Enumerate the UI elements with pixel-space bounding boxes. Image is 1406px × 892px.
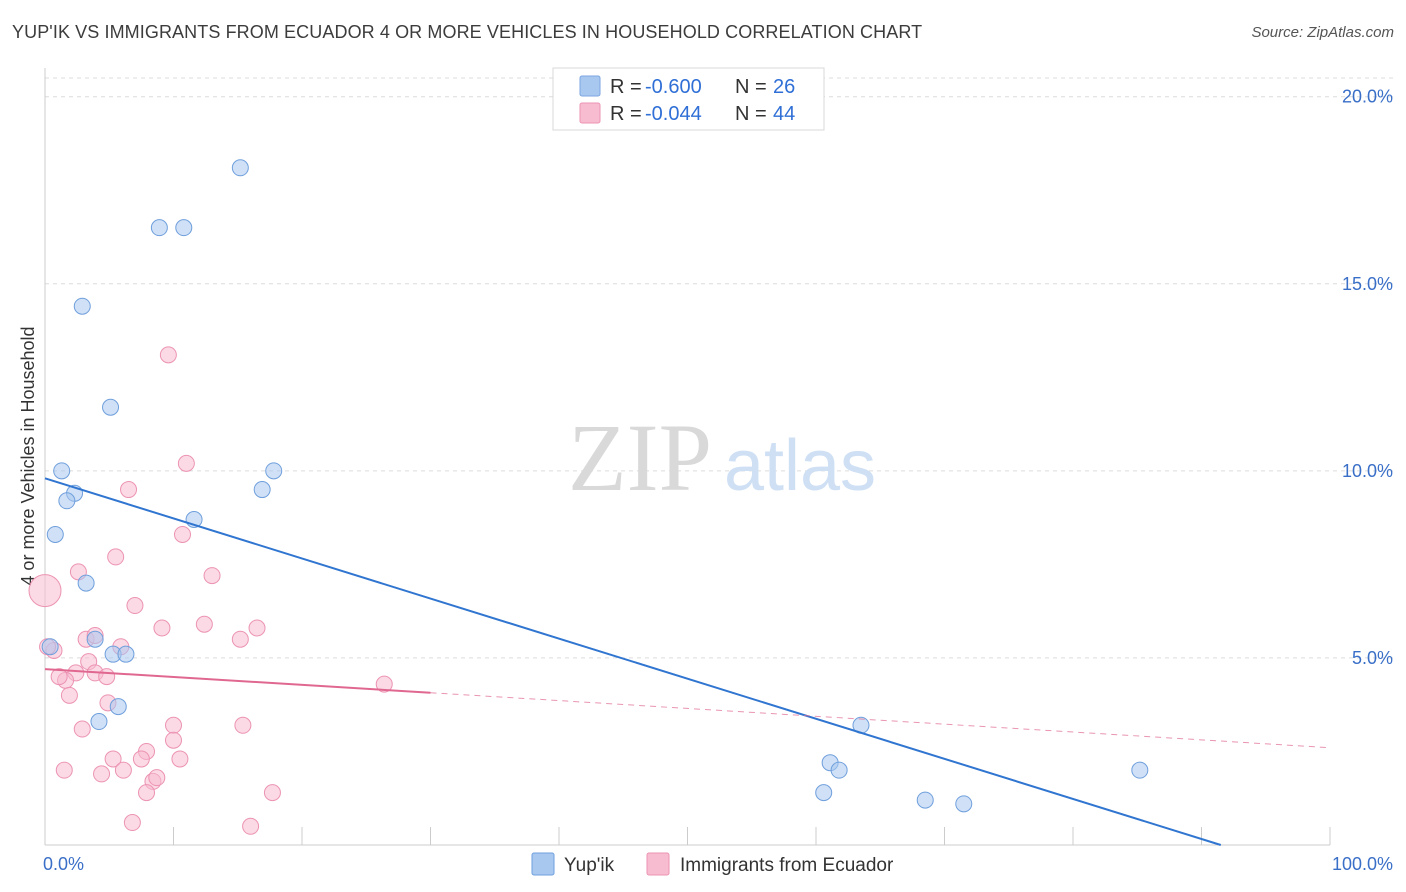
trend-layer bbox=[44, 477, 1331, 846]
point-yupik bbox=[41, 638, 59, 656]
legend-n-value-ecuador: 44 bbox=[773, 103, 795, 125]
point-yupik bbox=[46, 525, 64, 543]
point-yupik bbox=[109, 698, 127, 716]
legend-swatch-ecuador bbox=[579, 102, 601, 124]
point-yupik bbox=[73, 297, 91, 315]
y-tick-label: 20.0% bbox=[1342, 87, 1393, 107]
legend-r-value-ecuador: -0.044 bbox=[645, 103, 702, 125]
point-ecuador bbox=[153, 619, 171, 637]
point-yupik bbox=[102, 398, 120, 416]
y-tick-label: 15.0% bbox=[1342, 274, 1393, 294]
legend-swatch-yupik bbox=[579, 75, 601, 97]
points-layer bbox=[28, 159, 1149, 835]
x-tick-label: 0.0% bbox=[43, 854, 84, 874]
point-yupik bbox=[815, 784, 833, 802]
watermark-zip: ZIP bbox=[568, 404, 712, 511]
watermark: ZIP atlas bbox=[568, 404, 876, 511]
bottom-legend-label-ecuador: Immigrants from Ecuador bbox=[680, 855, 894, 876]
point-yupik bbox=[916, 791, 934, 809]
source-label: Source: ZipAtlas.com bbox=[1251, 24, 1394, 41]
legend-n-value-yupik: 26 bbox=[773, 76, 795, 98]
point-yupik bbox=[77, 574, 95, 592]
point-ecuador bbox=[107, 548, 125, 566]
point-ecuador bbox=[248, 619, 266, 637]
point-ecuador bbox=[231, 630, 249, 648]
point-ecuador bbox=[165, 731, 182, 749]
point-ecuador bbox=[60, 686, 78, 704]
point-yupik bbox=[150, 219, 168, 237]
point-ecuador bbox=[203, 567, 221, 585]
point-yupik bbox=[58, 492, 76, 510]
point-ecuador bbox=[148, 769, 166, 787]
point-yupik bbox=[175, 219, 193, 237]
point-ecuador bbox=[123, 814, 141, 832]
trend-line-ecuador bbox=[44, 668, 431, 694]
point-ecuador bbox=[93, 765, 111, 783]
x-tick-labels: 0.0% 100.0% bbox=[43, 854, 1393, 874]
point-ecuador bbox=[165, 716, 182, 734]
point-ecuador bbox=[73, 720, 91, 738]
point-ecuador bbox=[120, 481, 138, 499]
point-yupik bbox=[253, 481, 271, 499]
x-tick-label: 100.0% bbox=[1332, 854, 1393, 874]
bottom-legend-swatch-yupik bbox=[531, 852, 555, 876]
point-yupik bbox=[265, 462, 283, 480]
legend-box: R = -0.600 N = 26 R = -0.044 N = 44 bbox=[552, 67, 825, 131]
point-yupik bbox=[90, 713, 108, 731]
legend-n-label-ecuador: N = bbox=[735, 103, 767, 125]
trend-line-yupik bbox=[44, 477, 1222, 846]
point-ecuador bbox=[263, 784, 281, 802]
point-ecuador bbox=[114, 761, 132, 779]
point-ecuador bbox=[104, 750, 122, 768]
legend-r-label-ecuador: R = bbox=[610, 103, 642, 125]
y-axis-title: 4 or more Vehicles in Household bbox=[18, 326, 38, 585]
point-ecuador bbox=[126, 597, 144, 615]
point-yupik bbox=[117, 645, 135, 663]
point-ecuador bbox=[98, 668, 116, 686]
bottom-legend-swatch-ecuador bbox=[646, 852, 670, 876]
point-yupik bbox=[53, 462, 71, 480]
point-ecuador bbox=[375, 675, 393, 693]
point-yupik bbox=[1131, 761, 1149, 779]
point-ecuador bbox=[55, 761, 73, 779]
point-ecuador bbox=[177, 454, 195, 472]
point-ecuador bbox=[50, 668, 68, 686]
y-tick-labels: 5.0% 10.0% 15.0% 20.0% bbox=[1342, 87, 1393, 668]
chart-title: YUP'IK VS IMMIGRANTS FROM ECUADOR 4 OR M… bbox=[12, 22, 923, 42]
point-ecuador bbox=[173, 525, 191, 543]
point-yupik bbox=[231, 159, 249, 177]
point-yupik bbox=[955, 795, 973, 813]
axes bbox=[44, 68, 1331, 846]
legend-r-label-yupik: R = bbox=[610, 76, 642, 98]
point-ecuador bbox=[28, 574, 62, 608]
point-ecuador bbox=[159, 346, 177, 364]
point-ecuador bbox=[171, 750, 189, 768]
watermark-atlas: atlas bbox=[724, 426, 876, 506]
trend-line-ecuador-extension bbox=[430, 692, 1331, 749]
point-yupik bbox=[86, 630, 104, 648]
point-ecuador bbox=[138, 784, 156, 802]
y-tick-label: 10.0% bbox=[1342, 461, 1393, 481]
point-ecuador bbox=[132, 750, 150, 768]
y-tick-label: 5.0% bbox=[1352, 648, 1393, 668]
point-yupik bbox=[830, 761, 848, 779]
bottom-legend-label-yupik: Yup'ik bbox=[564, 855, 615, 876]
point-ecuador bbox=[242, 817, 260, 835]
point-ecuador bbox=[234, 716, 252, 734]
legend-r-value-yupik: -0.600 bbox=[645, 76, 702, 98]
legend-n-label-yupik: N = bbox=[735, 76, 767, 98]
point-ecuador bbox=[195, 615, 213, 633]
bottom-legend: Yup'ik Immigrants from Ecuador bbox=[531, 852, 894, 876]
